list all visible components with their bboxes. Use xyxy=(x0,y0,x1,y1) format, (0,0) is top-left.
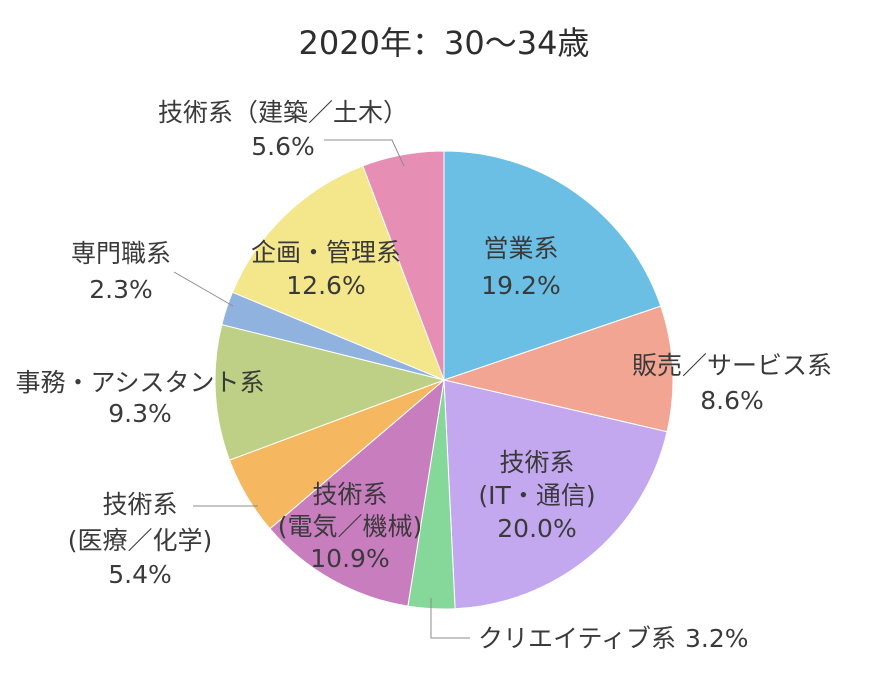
slice-value-sales: 19.2% xyxy=(481,271,560,300)
slice-label-engineering-electrical: 技術系 xyxy=(312,480,387,509)
slice-value-office-assistant: 9.3% xyxy=(108,399,172,428)
slice-value-planning-management: 12.6% xyxy=(286,271,365,300)
leader-line-creative xyxy=(430,598,470,639)
slice-label-engineering-construction: 技術系（建築／土木） xyxy=(158,98,408,127)
pie-slice-planning-management xyxy=(231,165,445,381)
slice-label-engineering-medical: 技術系 xyxy=(102,490,177,519)
leader-line-specialist xyxy=(173,271,234,307)
slice-label-planning-management: 企画・管理系 xyxy=(251,238,401,267)
leader-line-construction xyxy=(324,139,405,167)
pie-slice-sales xyxy=(443,150,662,381)
slice-label-sales: 営業系 xyxy=(483,234,558,263)
slice-label-engineering-it: 技術系 xyxy=(499,448,574,477)
slice-value-specialist: 2.3% xyxy=(89,275,153,304)
slice-label-retail-service: 販売／サービス系 xyxy=(632,351,832,380)
pie-slice-office-assistant xyxy=(214,324,446,461)
slice-sublabel-engineering-medical: (医療／化学) xyxy=(68,526,213,555)
slice-label-specialist: 専門職系 xyxy=(71,239,171,268)
leader-lines xyxy=(173,139,470,639)
pie-slice-engineering-it xyxy=(443,379,668,610)
pie xyxy=(214,150,674,610)
slice-value-retail-service: 8.6% xyxy=(700,386,764,415)
pie-slice-retail-service xyxy=(442,305,674,433)
chart-title: 2020年：30〜34歳 xyxy=(299,24,590,62)
slice-value-engineering-it: 20.0% xyxy=(497,514,576,543)
slice-label-office-assistant: 事務・アシスタント系 xyxy=(15,368,264,397)
slice-value-engineering-construction: 5.6% xyxy=(251,132,315,161)
slice-value-engineering-electrical: 10.9% xyxy=(310,544,389,573)
slice-label-creative-text: クリエイティブ系 xyxy=(478,624,676,653)
slice-sublabel-engineering-electrical: (電気／機械) xyxy=(278,512,423,541)
slice-value-creative: 3.2% xyxy=(685,624,749,653)
slice-value-engineering-medical: 5.4% xyxy=(108,560,172,589)
slice-labels: 営業系 19.2% 販売／サービス系 8.6% 技術系 (IT・通信) 20.0… xyxy=(15,98,832,653)
pie-slice-engineering-electrical xyxy=(269,378,445,607)
pie-slice-engineering-construction xyxy=(362,150,445,381)
slice-label-creative: クリエイティブ系 3.2% xyxy=(478,624,749,653)
slice-sublabel-engineering-it: (IT・通信) xyxy=(478,481,595,510)
